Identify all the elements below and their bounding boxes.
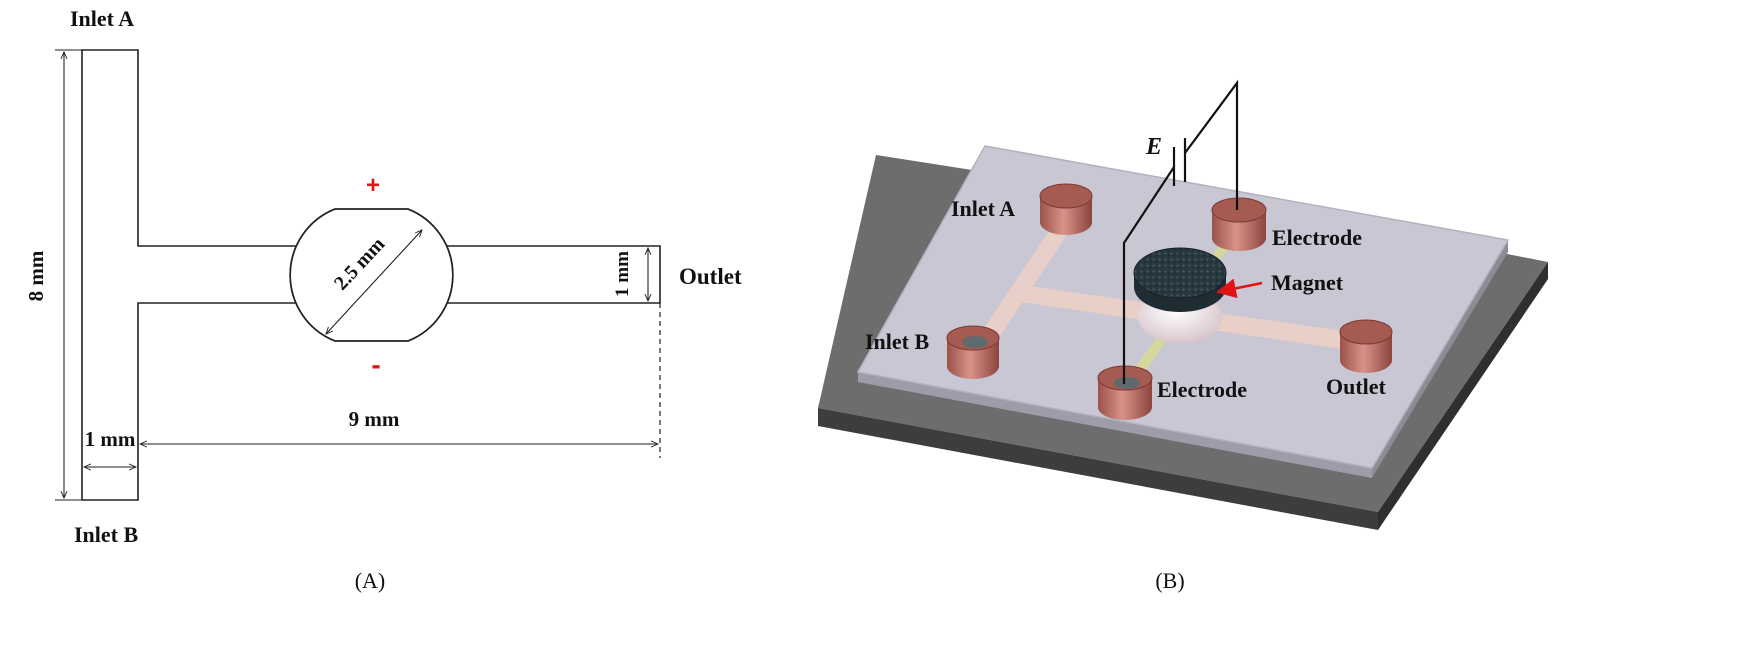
panel-a-schematic: 8 mm 1 mm 9 mm 1 mm 2.5 mm + - Inlet A I… — [24, 6, 742, 593]
port-inlet-b — [946, 325, 1000, 379]
port-inlet-a — [1039, 183, 1093, 235]
chip-cover-side — [1372, 240, 1508, 478]
port-electrode-top — [1211, 197, 1267, 251]
height-dim-label: 8 mm — [24, 250, 48, 301]
plus-sign: + — [366, 172, 380, 199]
magnet-label: Magnet — [1271, 270, 1344, 295]
minus-sign: - — [371, 349, 380, 380]
inlet-b-label: Inlet B — [74, 522, 139, 547]
outlet-width-dim-label: 1 mm — [612, 251, 633, 297]
channel-vertical — [976, 218, 1074, 345]
magnet-disc — [1133, 247, 1227, 312]
electrode-bottom-label: Electrode — [1157, 377, 1247, 402]
inlet-width-dim-label: 1 mm — [85, 427, 136, 451]
outlet-label: Outlet — [679, 264, 742, 289]
outlet-3d-label: Outlet — [1326, 374, 1387, 399]
inlet-b-3d-label: Inlet B — [865, 329, 930, 354]
chip-base-front — [818, 408, 1378, 530]
caption-a: (A) — [355, 568, 386, 593]
field-e-label: E — [1145, 134, 1162, 160]
inlet-a-3d-label: Inlet A — [951, 196, 1015, 221]
chip-cover-front — [858, 372, 1372, 478]
magnet-pointer-arrow — [1216, 278, 1263, 299]
inlet-a-label: Inlet A — [70, 6, 134, 31]
chamber-dim-line — [326, 230, 422, 334]
caption-b: (B) — [1155, 568, 1184, 593]
chip-base-side — [1378, 262, 1548, 530]
length-dim-label: 9 mm — [349, 407, 400, 431]
port-electrode-bottom — [1097, 365, 1153, 420]
port-outlet — [1339, 319, 1393, 373]
electrode-top-label: Electrode — [1272, 225, 1362, 250]
panel-b-3d-chip: E Inlet A Electrode Magnet Inlet B Elect… — [818, 79, 1548, 593]
electric-circuit — [1122, 79, 1239, 384]
